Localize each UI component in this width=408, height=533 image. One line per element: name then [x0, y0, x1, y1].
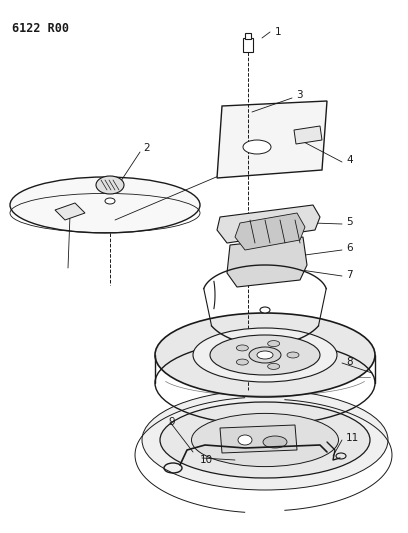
- Ellipse shape: [257, 351, 273, 359]
- FancyBboxPatch shape: [243, 38, 253, 52]
- Text: 9: 9: [168, 417, 175, 427]
- Ellipse shape: [193, 328, 337, 382]
- Polygon shape: [294, 126, 322, 144]
- Ellipse shape: [260, 307, 270, 313]
- Ellipse shape: [236, 359, 248, 365]
- Ellipse shape: [268, 364, 279, 369]
- Ellipse shape: [142, 390, 388, 490]
- Ellipse shape: [160, 402, 370, 478]
- Text: 8: 8: [346, 357, 353, 367]
- Ellipse shape: [210, 335, 320, 375]
- Text: 11: 11: [346, 433, 359, 443]
- Ellipse shape: [105, 198, 115, 204]
- Ellipse shape: [249, 347, 281, 363]
- Text: 6: 6: [346, 243, 353, 253]
- FancyBboxPatch shape: [245, 33, 251, 39]
- Ellipse shape: [191, 414, 339, 466]
- Text: 3: 3: [296, 90, 303, 100]
- Text: 4: 4: [346, 155, 353, 165]
- Polygon shape: [217, 101, 327, 178]
- Text: 10: 10: [200, 455, 213, 465]
- Polygon shape: [220, 425, 297, 453]
- Ellipse shape: [96, 176, 124, 194]
- Ellipse shape: [155, 313, 375, 397]
- Polygon shape: [55, 203, 85, 220]
- Text: 5: 5: [346, 217, 353, 227]
- Ellipse shape: [268, 341, 279, 346]
- Ellipse shape: [287, 352, 299, 358]
- Polygon shape: [235, 213, 305, 250]
- Ellipse shape: [243, 140, 271, 154]
- Text: 1: 1: [275, 27, 282, 37]
- Text: 7: 7: [346, 270, 353, 280]
- Polygon shape: [227, 237, 307, 287]
- Text: 6122 R00: 6122 R00: [12, 22, 69, 35]
- Ellipse shape: [236, 345, 248, 351]
- Ellipse shape: [263, 436, 287, 448]
- Ellipse shape: [10, 177, 200, 233]
- Ellipse shape: [238, 435, 252, 445]
- Polygon shape: [217, 205, 320, 243]
- Text: 2: 2: [143, 143, 150, 153]
